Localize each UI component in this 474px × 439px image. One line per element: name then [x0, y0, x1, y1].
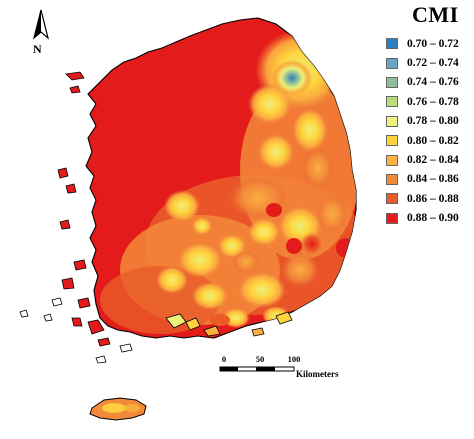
scale-bar-graphic [219, 366, 295, 372]
legend-swatch [386, 115, 398, 127]
legend-label: 0.84 – 0.86 [407, 173, 459, 186]
west-islands [57, 71, 111, 347]
north-label: N [33, 42, 42, 56]
legend-label: 0.80 – 0.82 [407, 134, 459, 147]
legend-swatch [386, 154, 398, 166]
legend-swatch [386, 38, 398, 50]
legend-swatch [386, 96, 398, 108]
legend-item: 0.70 – 0.72 [386, 34, 474, 53]
scale-tick-0: 0 [221, 354, 227, 364]
legend-label: 0.70 – 0.72 [407, 37, 459, 50]
legend-label: 0.88 – 0.90 [407, 212, 459, 225]
legend-label: 0.78 – 0.80 [407, 115, 459, 128]
legend-item: 0.88 – 0.90 [386, 209, 474, 228]
scale-tick-50: 50 [255, 354, 265, 364]
jeju-island [89, 397, 147, 421]
legend-swatch [386, 193, 398, 205]
legend-swatch [386, 135, 398, 147]
legend-label: 0.76 – 0.78 [407, 95, 459, 108]
south-coast-islands [165, 311, 293, 337]
legend-item: 0.78 – 0.80 [386, 112, 474, 131]
legend-item: 0.76 – 0.78 [386, 92, 474, 111]
legend-item: 0.82 – 0.84 [386, 150, 474, 169]
scale-bar: 0 50 100 Kilometers [220, 354, 380, 384]
scale-unit: Kilometers [296, 369, 339, 379]
legend-swatch [386, 212, 398, 224]
scale-tick-100: 100 [287, 354, 301, 364]
legend-item: 0.80 – 0.82 [386, 131, 474, 150]
north-arrow-icon [26, 8, 56, 60]
legend-label: 0.72 – 0.74 [407, 57, 459, 70]
legend-item: 0.74 – 0.76 [386, 73, 474, 92]
legend-item: 0.86 – 0.88 [386, 189, 474, 208]
cmi-surface [100, 30, 356, 334]
legend-swatch [386, 173, 398, 185]
legend-title: CMI [412, 2, 459, 27]
legend: 0.70 – 0.72 0.72 – 0.74 0.74 – 0.76 0.76 – … [386, 34, 474, 228]
legend-label: 0.74 – 0.76 [407, 76, 459, 89]
legend-swatch [386, 57, 398, 69]
legend-label: 0.86 – 0.88 [407, 192, 459, 205]
legend-item: 0.84 – 0.86 [386, 170, 474, 189]
legend-item: 0.72 – 0.74 [386, 53, 474, 72]
legend-swatch [386, 76, 398, 88]
legend-label: 0.82 – 0.84 [407, 154, 459, 167]
